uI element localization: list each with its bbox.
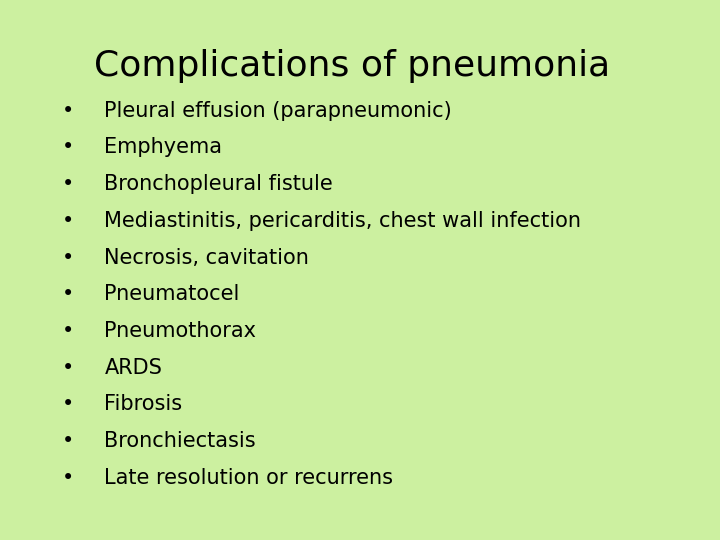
Text: •: • xyxy=(62,468,75,488)
Text: Bronchopleural fistule: Bronchopleural fistule xyxy=(104,174,333,194)
Text: Emphyema: Emphyema xyxy=(104,137,222,158)
Text: •: • xyxy=(62,394,75,415)
Text: •: • xyxy=(62,100,75,121)
Text: •: • xyxy=(62,431,75,451)
Text: •: • xyxy=(62,137,75,158)
Text: Necrosis, cavitation: Necrosis, cavitation xyxy=(104,247,310,268)
Text: •: • xyxy=(62,247,75,268)
Text: ARDS: ARDS xyxy=(104,357,162,378)
Text: •: • xyxy=(62,321,75,341)
Text: Mediastinitis, pericarditis, chest wall infection: Mediastinitis, pericarditis, chest wall … xyxy=(104,211,582,231)
Text: •: • xyxy=(62,211,75,231)
Text: Pneumothorax: Pneumothorax xyxy=(104,321,256,341)
Text: Pneumatocel: Pneumatocel xyxy=(104,284,240,305)
Text: Pleural effusion (parapneumonic): Pleural effusion (parapneumonic) xyxy=(104,100,452,121)
Text: •: • xyxy=(62,357,75,378)
Text: •: • xyxy=(62,284,75,305)
Text: Fibrosis: Fibrosis xyxy=(104,394,183,415)
Text: Complications of pneumonia: Complications of pneumonia xyxy=(94,49,610,83)
Text: •: • xyxy=(62,174,75,194)
Text: Bronchiectasis: Bronchiectasis xyxy=(104,431,256,451)
Text: Late resolution or recurrens: Late resolution or recurrens xyxy=(104,468,393,488)
